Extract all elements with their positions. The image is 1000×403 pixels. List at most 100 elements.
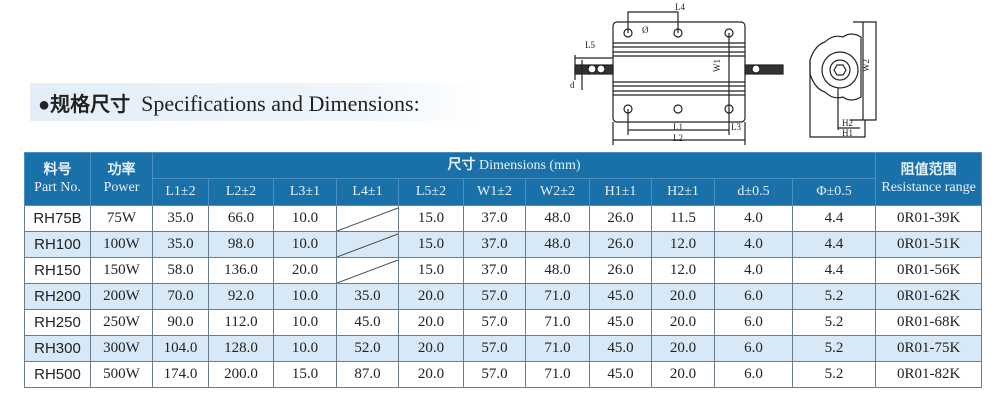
cell-dimension: 71.0 [525, 361, 590, 388]
diagonal-slash-icon [337, 207, 398, 231]
label-H2: H2 [842, 118, 853, 128]
cell-power: 200W [90, 283, 153, 310]
cell-dimension: 20.0 [398, 335, 464, 362]
cell-part-no: RH100 [24, 231, 91, 258]
cell-dimension: 45.0 [589, 309, 652, 336]
table-row: RH100 100W 35.0 98.0 10.0 15.0 37.0 48.0 26.0 12.… [24, 231, 983, 258]
cell-dimension: 10.0 [273, 335, 337, 362]
cell-dimension: 20.0 [651, 335, 715, 362]
cell-power: 150W [90, 257, 153, 284]
cell-dimension: 71.0 [525, 283, 590, 310]
cell-dimension: 48.0 [525, 205, 590, 232]
cell-dimension: 20.0 [398, 361, 464, 388]
header-dim-col: d±0.5 [714, 178, 793, 206]
cell-dimension: 174.0 [152, 361, 209, 388]
cell-dimension: 15.0 [273, 361, 337, 388]
header-dim-col: W1±2 [463, 178, 526, 206]
header-power-cn: 功率 [107, 162, 136, 178]
cell-resistance-range: 0R01-39K [875, 205, 983, 232]
cell-not-applicable [336, 257, 399, 284]
title-cn: 规格尺寸 [50, 92, 131, 116]
label-L1: L1 [673, 122, 683, 132]
label-W2: W2 [861, 59, 871, 72]
header-resistance-cn: 阻值范围 [900, 162, 957, 178]
cell-power: 500W [90, 361, 153, 388]
table-row: RH200 200W 70.0 92.0 10.0 35.0 20.0 57.0 71.0 45.… [24, 283, 983, 310]
cell-dimension: 15.0 [398, 205, 464, 232]
cell-dimension: 35.0 [336, 283, 399, 310]
cell-dimension: 20.0 [651, 361, 715, 388]
cell-dimension: 10.0 [273, 231, 337, 258]
label-phi: Ø [642, 25, 649, 35]
cell-dimension: 4.4 [791, 257, 877, 284]
header-dim-col: Φ±0.5 [791, 178, 877, 206]
cell-resistance-range: 0R01-82K [875, 361, 983, 388]
cell-dimension: 4.4 [791, 205, 877, 232]
header-part-no-en: Part No. [34, 180, 81, 195]
cell-power: 250W [90, 309, 153, 336]
cell-not-applicable [336, 231, 399, 258]
header-dim-col: L5±2 [398, 178, 464, 206]
cell-resistance-range: 0R01-62K [875, 283, 983, 310]
cell-dimension: 66.0 [208, 205, 274, 232]
cell-dimension: 98.0 [208, 231, 274, 258]
cell-power: 300W [90, 335, 153, 362]
cell-dimension: 6.0 [714, 361, 793, 388]
cell-dimension: 5.2 [791, 361, 877, 388]
cell-resistance-range: 0R01-75K [875, 335, 983, 362]
table-row: RH250 250W 90.0 112.0 10.0 45.0 20.0 57.0 71.0 45… [24, 309, 983, 336]
cell-part-no: RH150 [24, 257, 91, 284]
cell-dimension: 26.0 [589, 231, 652, 258]
cell-dimension: 70.0 [152, 283, 209, 310]
label-L4: L4 [675, 2, 685, 12]
resistor-dimension-diagram: L4 Ø L5 d W1 L1 L2 L3 W2 H2 H1 [570, 2, 877, 145]
header-dimensions-cn: 尺寸 [447, 157, 476, 173]
cell-part-no: RH250 [24, 309, 91, 336]
cell-dimension: 26.0 [589, 257, 652, 284]
header-dim-col: L1±2 [152, 178, 209, 206]
cell-dimension: 48.0 [525, 257, 590, 284]
cell-dimension: 71.0 [525, 335, 590, 362]
diagonal-slash-icon [337, 233, 398, 257]
cell-dimension: 37.0 [463, 231, 526, 258]
title-background [30, 83, 485, 121]
cell-dimension: 5.2 [791, 309, 877, 336]
cell-dimension: 6.0 [714, 283, 793, 310]
label-d: d [570, 80, 575, 90]
cell-dimension: 57.0 [463, 361, 526, 388]
header-power: 功率 Power [90, 152, 153, 206]
cell-dimension: 57.0 [463, 335, 526, 362]
table-row: RH500 500W 174.0 200.0 15.0 87.0 20.0 57.0 71.0 4… [24, 361, 983, 388]
cell-dimension: 20.0 [651, 309, 715, 336]
header-part-no-cn: 料号 [43, 162, 72, 178]
cell-resistance-range: 0R01-56K [875, 257, 983, 284]
cell-dimension: 112.0 [208, 309, 274, 336]
cell-dimension: 45.0 [589, 335, 652, 362]
cell-dimension: 5.2 [791, 283, 877, 310]
cell-dimension: 37.0 [463, 257, 526, 284]
cell-part-no: RH500 [24, 361, 91, 388]
label-L2: L2 [673, 133, 683, 143]
cell-dimension: 20.0 [273, 257, 337, 284]
cell-dimension: 20.0 [398, 283, 464, 310]
cell-dimension: 104.0 [152, 335, 209, 362]
cell-dimension: 35.0 [152, 231, 209, 258]
diagonal-slash-icon [337, 259, 398, 283]
cell-not-applicable [336, 205, 399, 232]
cell-dimension: 12.0 [651, 231, 715, 258]
cell-dimension: 15.0 [398, 257, 464, 284]
cell-dimension: 11.5 [651, 205, 715, 232]
label-W1: W1 [712, 59, 722, 72]
cell-part-no: RH300 [24, 335, 91, 362]
label-H1: H1 [842, 128, 853, 138]
cell-dimension: 136.0 [208, 257, 274, 284]
cell-dimension: 87.0 [336, 361, 399, 388]
label-L3: L3 [731, 122, 741, 132]
cell-dimension: 4.4 [791, 231, 877, 258]
cell-dimension: 58.0 [152, 257, 209, 284]
cell-dimension: 71.0 [525, 309, 590, 336]
cell-dimension: 45.0 [589, 283, 652, 310]
cell-dimension: 200.0 [208, 361, 274, 388]
section-title: ●规格尺寸 Specifications and Dimensions: [38, 88, 420, 117]
cell-dimension: 128.0 [208, 335, 274, 362]
